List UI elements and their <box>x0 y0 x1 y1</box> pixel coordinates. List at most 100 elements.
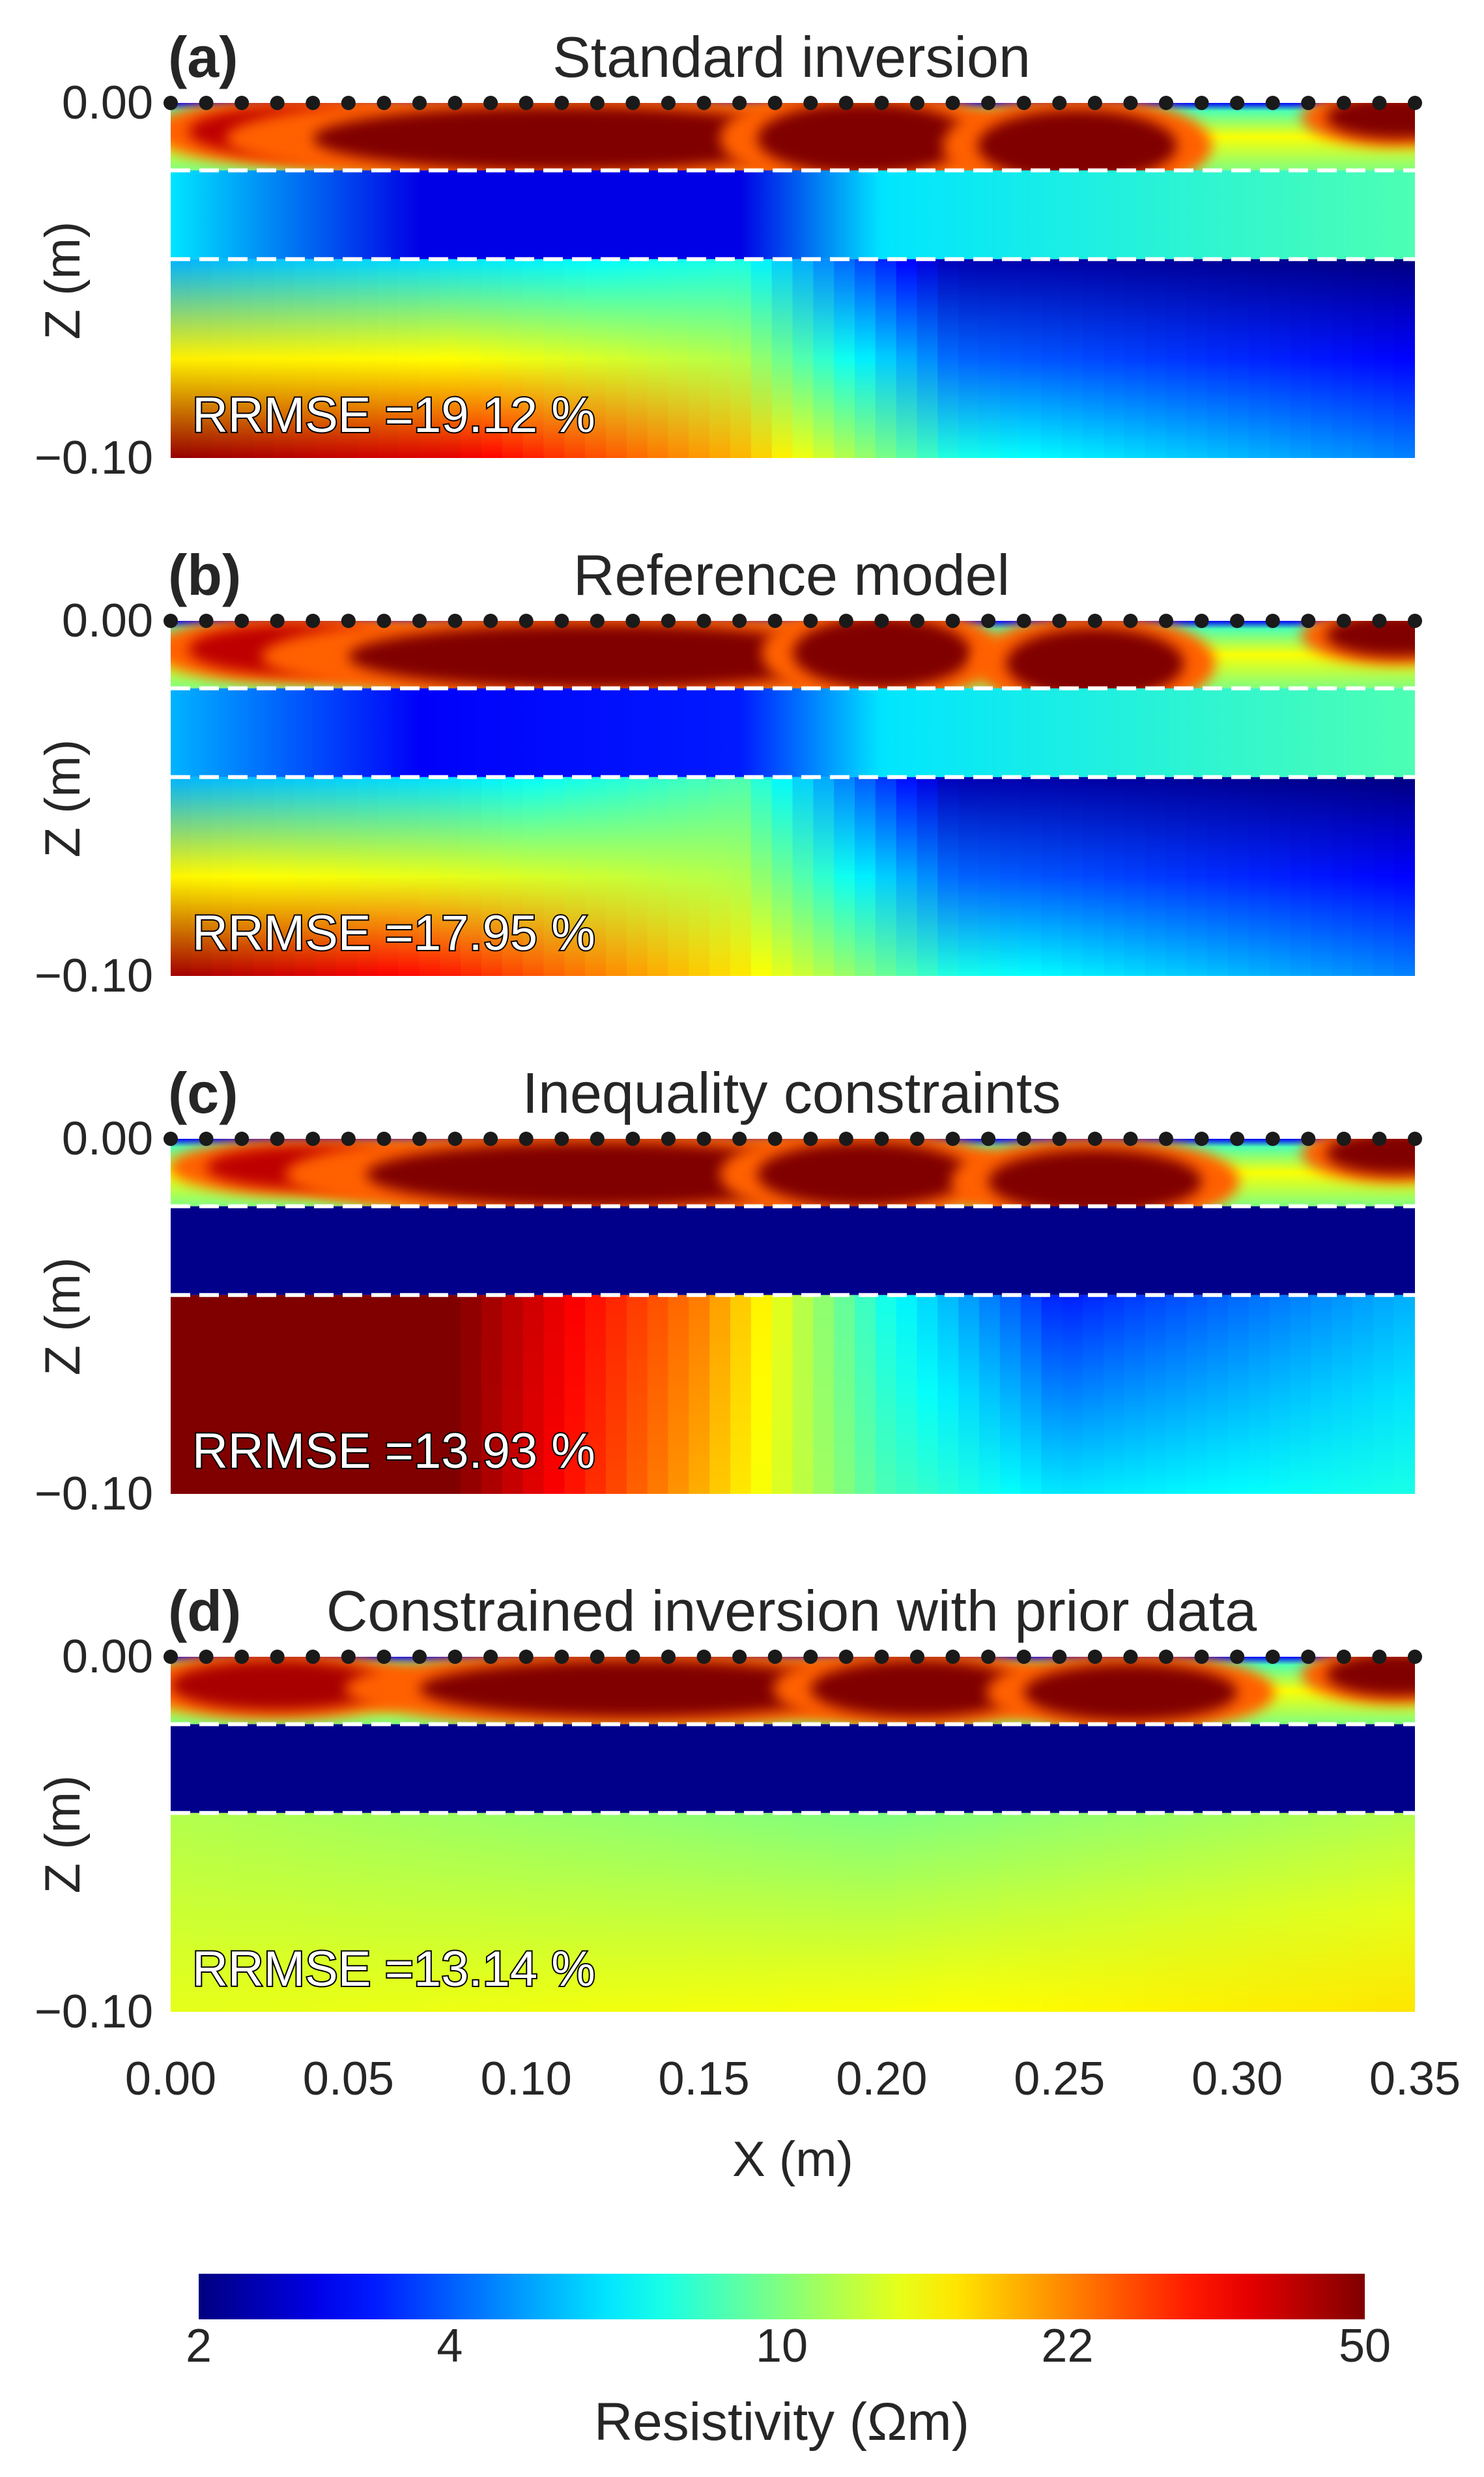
electrode-marker <box>1123 1132 1138 1146</box>
deep-column <box>855 1295 876 1494</box>
deep-column <box>461 259 482 458</box>
deep-column <box>1269 777 1291 976</box>
electrode-marker <box>625 614 640 628</box>
panel-d-ytick-bottom: −0.10 <box>35 1986 153 2038</box>
x-tick-label: 0.30 <box>1191 2053 1283 2105</box>
deep-column <box>668 1812 690 2012</box>
electrode-marker <box>661 1650 676 1664</box>
deep-column <box>937 1812 960 2012</box>
electrode-marker <box>590 96 605 110</box>
deep-column <box>419 777 441 976</box>
electrode-marker <box>199 614 214 628</box>
deep-column <box>855 1812 876 2012</box>
deep-column <box>564 777 586 976</box>
deep-column <box>1104 259 1125 458</box>
deep-column <box>1062 1812 1084 2012</box>
panel-b-ylabel: Z (m) <box>35 739 91 857</box>
deep-column <box>1186 259 1208 458</box>
deep-column <box>1311 1812 1333 2012</box>
electrode-marker <box>483 96 498 110</box>
deep-column <box>1083 259 1104 458</box>
electrode-marker <box>483 1132 498 1146</box>
electrode-marker <box>661 1132 676 1146</box>
electrode-marker <box>448 1650 463 1664</box>
deep-column <box>253 1812 275 2012</box>
electrode-marker <box>838 96 853 110</box>
x-tick-label: 0.35 <box>1369 2053 1461 2105</box>
deep-column <box>1165 1295 1188 1494</box>
electrode-marker <box>1159 96 1173 110</box>
electrode-marker <box>803 1132 818 1146</box>
deep-column <box>834 1295 855 1494</box>
deep-column <box>875 1295 897 1494</box>
electrode-marker <box>554 614 569 628</box>
electrode-marker <box>767 96 782 110</box>
deep-column <box>917 1295 939 1494</box>
electrode-marker <box>874 1132 889 1146</box>
electrode-marker <box>377 614 392 628</box>
electrode-marker <box>1052 96 1067 110</box>
electrode-marker <box>1052 1132 1067 1146</box>
deep-column <box>1145 259 1167 458</box>
deep-column <box>813 1812 835 2012</box>
deep-column <box>668 777 690 976</box>
middle-layer <box>171 688 1415 777</box>
deep-column <box>502 1812 524 2012</box>
deep-column <box>233 1812 254 2012</box>
deep-column <box>999 1295 1021 1494</box>
colorbar-label: Resistivity (Ωm) <box>594 2392 969 2452</box>
electrode-marker <box>1123 1650 1138 1664</box>
electrode-marker <box>1230 1132 1245 1146</box>
electrode-marker <box>377 96 392 110</box>
electrode-marker <box>1230 614 1245 628</box>
deep-column <box>440 1812 462 2012</box>
resistivity-field <box>171 1139 1415 1494</box>
electrode-marker <box>341 1132 356 1146</box>
electrode-marker <box>661 614 676 628</box>
colorbar-tick-label: 4 <box>436 2320 463 2372</box>
electrode-marker <box>1194 1650 1209 1664</box>
electrode-marker <box>341 96 356 110</box>
deep-column <box>585 777 606 976</box>
deep-column <box>315 777 337 976</box>
deep-column <box>357 259 378 458</box>
deep-column <box>171 1812 192 2012</box>
electrode-marker <box>696 614 711 628</box>
deep-column <box>1124 777 1146 976</box>
deep-column <box>1393 777 1415 976</box>
electrode-marker <box>981 96 996 110</box>
deep-column <box>626 777 648 976</box>
electrode-marker <box>625 96 640 110</box>
shallow-blob <box>1326 1139 1415 1175</box>
panel-d-title: Constrained inversion with prior data <box>326 1579 1257 1643</box>
electrode-marker <box>412 1650 427 1664</box>
x-axis: 0.00 0.05 0.10 0.15 0.20 0.25 0.30 0.35 … <box>125 2053 1461 2187</box>
deep-column <box>1062 259 1084 458</box>
x-tick-label: 0.00 <box>125 2053 216 2105</box>
electrode-marker <box>270 1650 285 1664</box>
electrode-marker <box>554 1132 569 1146</box>
electrode-marker <box>1408 614 1422 628</box>
deep-column <box>398 1295 420 1494</box>
deep-column <box>357 777 378 976</box>
electrode-marker <box>554 1650 569 1664</box>
deep-column <box>834 1812 855 2012</box>
deep-column <box>461 1812 482 2012</box>
deep-column <box>1248 1295 1270 1494</box>
deep-column <box>750 1812 773 2012</box>
electrode-marker <box>448 96 463 110</box>
electrode-marker <box>164 1132 178 1146</box>
deep-column <box>481 1812 503 2012</box>
deep-column <box>171 777 192 976</box>
deep-column <box>1248 777 1270 976</box>
electrode-marker <box>1265 1650 1280 1664</box>
deep-column <box>253 1295 275 1494</box>
deep-column <box>398 1812 420 2012</box>
electrode-marker <box>519 614 534 628</box>
deep-column <box>606 259 627 458</box>
deep-column <box>419 1812 441 2012</box>
deep-column <box>792 259 814 458</box>
deep-column <box>1393 259 1415 458</box>
deep-column <box>771 259 793 458</box>
electrode-marker <box>1087 614 1102 628</box>
